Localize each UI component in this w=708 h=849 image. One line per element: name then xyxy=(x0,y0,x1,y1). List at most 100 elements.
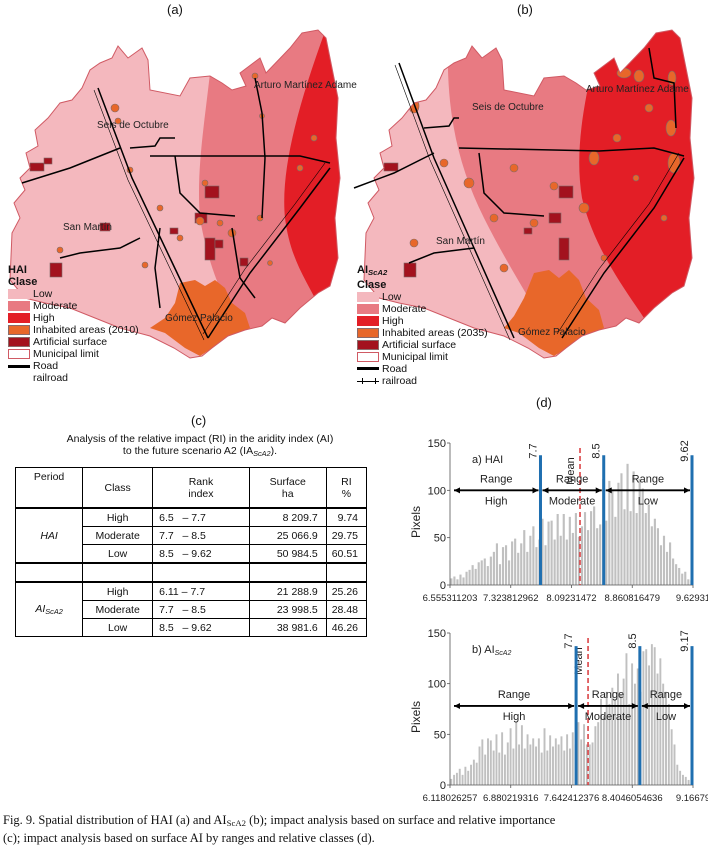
x-tick-label: 7.642412376 xyxy=(544,793,599,804)
swatch-artificial xyxy=(8,337,30,347)
histogram-bar xyxy=(608,703,611,785)
legend-item-inhabited: Inhabited areas (2010) xyxy=(8,324,139,336)
histogram-bar xyxy=(580,526,584,585)
histogram-bar xyxy=(559,535,562,585)
legend-item-railroad: railroad xyxy=(357,375,488,387)
histogram-bar xyxy=(552,746,554,785)
legend-item-road: Road xyxy=(8,360,139,372)
histogram-bar xyxy=(543,728,546,785)
histogram-bar xyxy=(554,738,557,785)
figure-caption: Fig. 9. Spatial distribution of HAI (a) … xyxy=(3,813,556,845)
histogram-bar xyxy=(481,739,484,785)
arrow-head-right xyxy=(568,702,575,709)
histogram-bar xyxy=(563,750,566,785)
map-a xyxy=(9,29,341,359)
cell-surface: 23 998.5 xyxy=(248,600,327,619)
histogram-bar xyxy=(492,551,495,585)
histogram-bar xyxy=(483,558,486,585)
histogram-bar xyxy=(503,754,506,785)
histogram-bar xyxy=(620,473,623,585)
place-arturo-martinez-adame-a: Arturo Martínez Adame xyxy=(254,80,357,91)
histogram-bar xyxy=(645,649,648,785)
histogram-bar xyxy=(547,521,550,585)
histogram-bar xyxy=(596,528,599,585)
histogram-bar xyxy=(650,644,653,785)
histogram-bar xyxy=(662,683,665,785)
table-row: Low 8.5 – 9.62 50 984.5 60.51 xyxy=(15,544,368,564)
legend-item-moderate: Moderate xyxy=(357,303,488,315)
histogram-bar xyxy=(670,729,673,785)
histogram-bar xyxy=(672,558,675,585)
place-gomez-palacio-b: Gómez Palacio xyxy=(518,327,586,338)
histogram-bar xyxy=(468,569,471,585)
histogram-bar xyxy=(504,545,508,585)
cell-rank: 7.7 – 8.5 xyxy=(152,600,250,619)
histogram-bar xyxy=(614,698,617,785)
legend-item-artificial: Artificial surface xyxy=(8,336,139,348)
railroad xyxy=(394,64,680,341)
histogram-bar xyxy=(617,673,619,785)
histogram-bar xyxy=(586,530,590,585)
cell-class: Moderate xyxy=(82,600,154,619)
legend-item-road: Road xyxy=(357,363,488,375)
panel-c-label: (c) xyxy=(191,413,207,428)
period-hai: HAI xyxy=(14,507,84,564)
chart-title: b) AIScA2 xyxy=(472,644,511,657)
swatch-low xyxy=(8,289,30,299)
x-tick-label: 8.860816479 xyxy=(605,593,660,604)
range-label: Range xyxy=(650,689,682,701)
cell-ri: 25.26 xyxy=(325,581,368,601)
threshold-label: 9.62 xyxy=(679,440,691,461)
histogram-bar xyxy=(631,663,634,785)
chart-title-sub: ScA2 xyxy=(495,650,512,657)
histogram-bar xyxy=(520,543,523,585)
railroad-line-icon xyxy=(357,377,379,385)
swatch-inhabited xyxy=(357,327,379,338)
histogram-bar xyxy=(461,774,464,785)
histogram-bar xyxy=(638,478,641,585)
cell-surface: 8 209.7 xyxy=(248,507,327,527)
cell-ri: 9.74 xyxy=(325,507,368,527)
legend-item-low: Low xyxy=(8,288,139,300)
histogram-bar xyxy=(465,571,468,585)
legend-map-a: HAI Clase Low Moderate High Inhabited ar… xyxy=(8,264,139,384)
swatch-municipal xyxy=(8,349,30,359)
histogram-bar xyxy=(455,772,458,785)
road-line-icon xyxy=(8,364,30,368)
roads xyxy=(21,77,331,339)
legend-item-municipal: Municipal limit xyxy=(357,351,488,363)
histogram-bar xyxy=(562,514,565,585)
header-surface: Surface ha xyxy=(248,467,327,509)
road-line-icon xyxy=(357,367,379,371)
histogram-bar xyxy=(549,735,552,785)
histogram-bar xyxy=(653,647,656,785)
histogram-bar xyxy=(614,516,617,585)
range-label: Range xyxy=(498,689,530,701)
municipal-limit xyxy=(363,29,695,359)
histogram-bar xyxy=(472,759,475,785)
cell-ri: 60.51 xyxy=(325,544,368,564)
x-tick-label: 9.16679 xyxy=(676,793,708,804)
table-row: Low 8.5 – 9.62 38 981.6 46.26 xyxy=(16,618,368,637)
legend-title: AIScA2 xyxy=(357,264,388,277)
legend-item-railroad: railroad xyxy=(33,372,69,384)
municipal-limit xyxy=(9,29,341,359)
histogram-bar xyxy=(517,552,520,585)
chart-title: a) HAI xyxy=(472,454,503,466)
table-spacer-row xyxy=(14,562,368,583)
histogram-bar xyxy=(629,511,632,585)
legend-subtitle: Clase xyxy=(8,276,38,288)
histogram-bar xyxy=(526,551,529,585)
histogram-bar xyxy=(648,665,651,785)
range-class-label: Low xyxy=(656,711,676,723)
histogram-bar xyxy=(577,722,580,785)
cell-class: Moderate xyxy=(82,526,154,545)
threshold-label: 8.5 xyxy=(627,633,639,648)
histogram-bar xyxy=(585,744,588,785)
railroad xyxy=(93,89,326,341)
cell-class: Low xyxy=(82,618,154,637)
histogram-bar xyxy=(602,716,605,785)
histogram-bar xyxy=(541,518,544,585)
cell-surface: 50 984.5 xyxy=(248,544,327,564)
histogram-bar xyxy=(659,545,663,585)
